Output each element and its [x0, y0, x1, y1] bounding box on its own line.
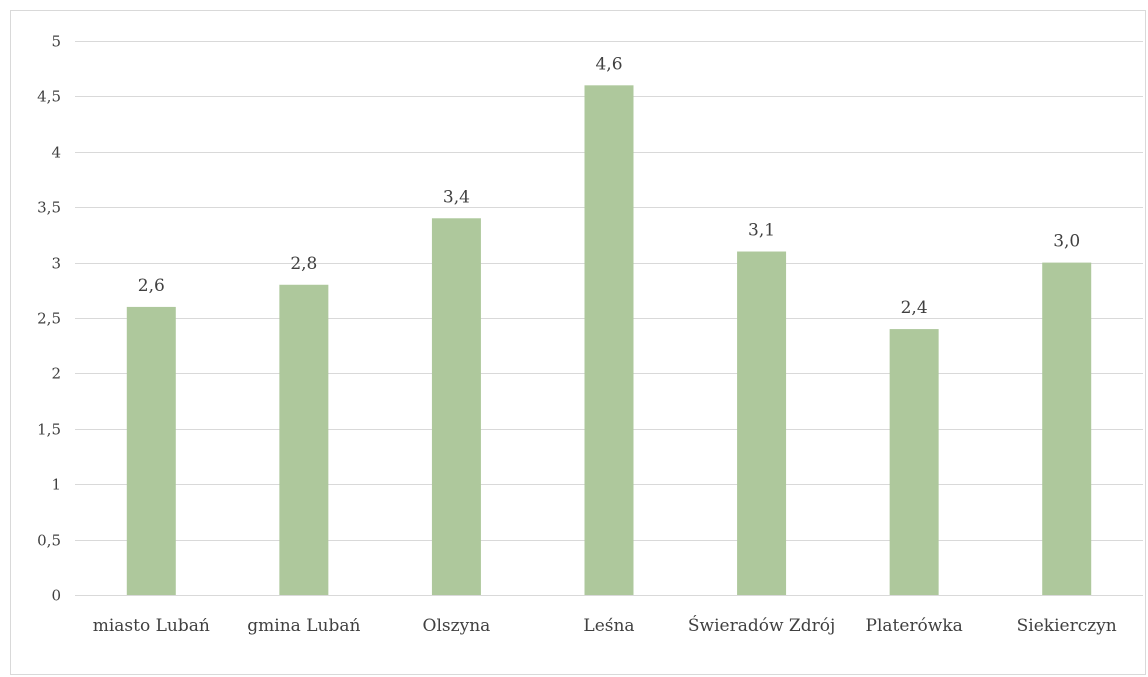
category-label: Świeradów Zdrój	[688, 615, 835, 636]
data-label: 3,1	[748, 221, 775, 241]
bar	[1042, 262, 1092, 595]
bar	[279, 284, 329, 595]
y-tick-label: 4	[51, 144, 61, 162]
data-label: 4,6	[595, 54, 622, 74]
bar	[584, 85, 634, 595]
y-tick-label: 1	[51, 476, 61, 494]
y-tick-label: 4,5	[37, 88, 61, 106]
bar	[126, 306, 176, 595]
data-labels: 2,6 2,8 3,4 4,6 3,1 2,4 3,0	[138, 54, 1080, 318]
category-label: Siekierczyn	[1017, 616, 1117, 636]
data-label: 3,4	[443, 187, 470, 207]
chart-frame: 0 0,5 1 1,5 2 2,5 3 3,5 4 4,5 5 2,6 2,8 3,4 4,6 3,1 2,4…	[10, 10, 1146, 675]
bar	[431, 218, 481, 595]
y-tick-label: 1,5	[37, 421, 61, 439]
data-label: 2,8	[290, 254, 317, 274]
category-label: Platerówka	[866, 616, 963, 636]
bar-chart: 0 0,5 1 1,5 2 2,5 3 3,5 4 4,5 5 2,6 2,8 3,4 4,6 3,1 2,4…	[37, 33, 1143, 636]
data-label: 3,0	[1053, 232, 1080, 252]
category-label: Leśna	[583, 616, 634, 636]
y-tick-label: 3,5	[37, 199, 61, 217]
y-axis-tick-labels: 0 0,5 1 1,5 2 2,5 3 3,5 4 4,5 5	[37, 33, 61, 605]
category-label: miasto Lubań	[93, 616, 210, 636]
bar	[737, 251, 787, 595]
category-labels: miasto Lubań gmina Lubań Olszyna Leśna Świer…	[93, 615, 1117, 636]
y-tick-label: 2,5	[37, 310, 61, 328]
y-tick-label: 2	[51, 365, 61, 383]
category-label: gmina Lubań	[247, 616, 360, 636]
bars	[126, 85, 1092, 595]
bar	[889, 329, 939, 595]
y-tick-label: 5	[51, 33, 61, 51]
category-label: Olszyna	[423, 616, 491, 636]
data-label: 2,4	[901, 298, 928, 318]
y-tick-label: 3	[51, 255, 61, 273]
y-tick-label: 0	[51, 587, 61, 605]
y-tick-label: 0,5	[37, 532, 61, 550]
data-label: 2,6	[138, 276, 165, 296]
